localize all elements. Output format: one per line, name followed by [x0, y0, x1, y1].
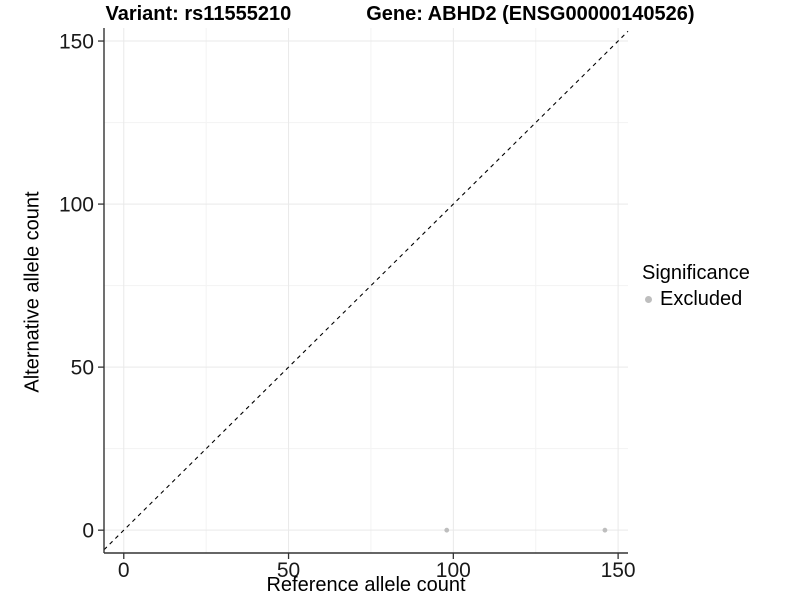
data-point [444, 527, 450, 533]
x-axis-title: Reference allele count [266, 574, 466, 596]
legend-point-icon [645, 296, 652, 303]
y-tick-label: 0 [82, 520, 94, 543]
plot-title: Variant: rs11555210 Gene: ABHD2 (ENSG000… [0, 3, 800, 26]
legend: Significance Excluded [642, 262, 750, 311]
y-tick-label: 100 [59, 194, 94, 217]
y-tick-label: 50 [71, 357, 94, 380]
x-tick-label: 100 [436, 559, 471, 582]
y-tick-label: 150 [59, 31, 94, 54]
plot-title-variant: Variant: rs11555210 [105, 3, 292, 25]
x-tick-label: 0 [118, 559, 130, 582]
legend-item-label: Excluded [660, 288, 743, 310]
legend-item-excluded: Excluded [642, 288, 750, 311]
x-tick-label: 150 [601, 559, 636, 582]
identity-line [103, 30, 629, 551]
x-tick-label: 50 [277, 559, 300, 582]
plot-title-gene: Gene: ABHD2 (ENSG00000140526) [366, 3, 695, 25]
legend-title: Significance [642, 262, 750, 284]
data-point [602, 527, 608, 533]
